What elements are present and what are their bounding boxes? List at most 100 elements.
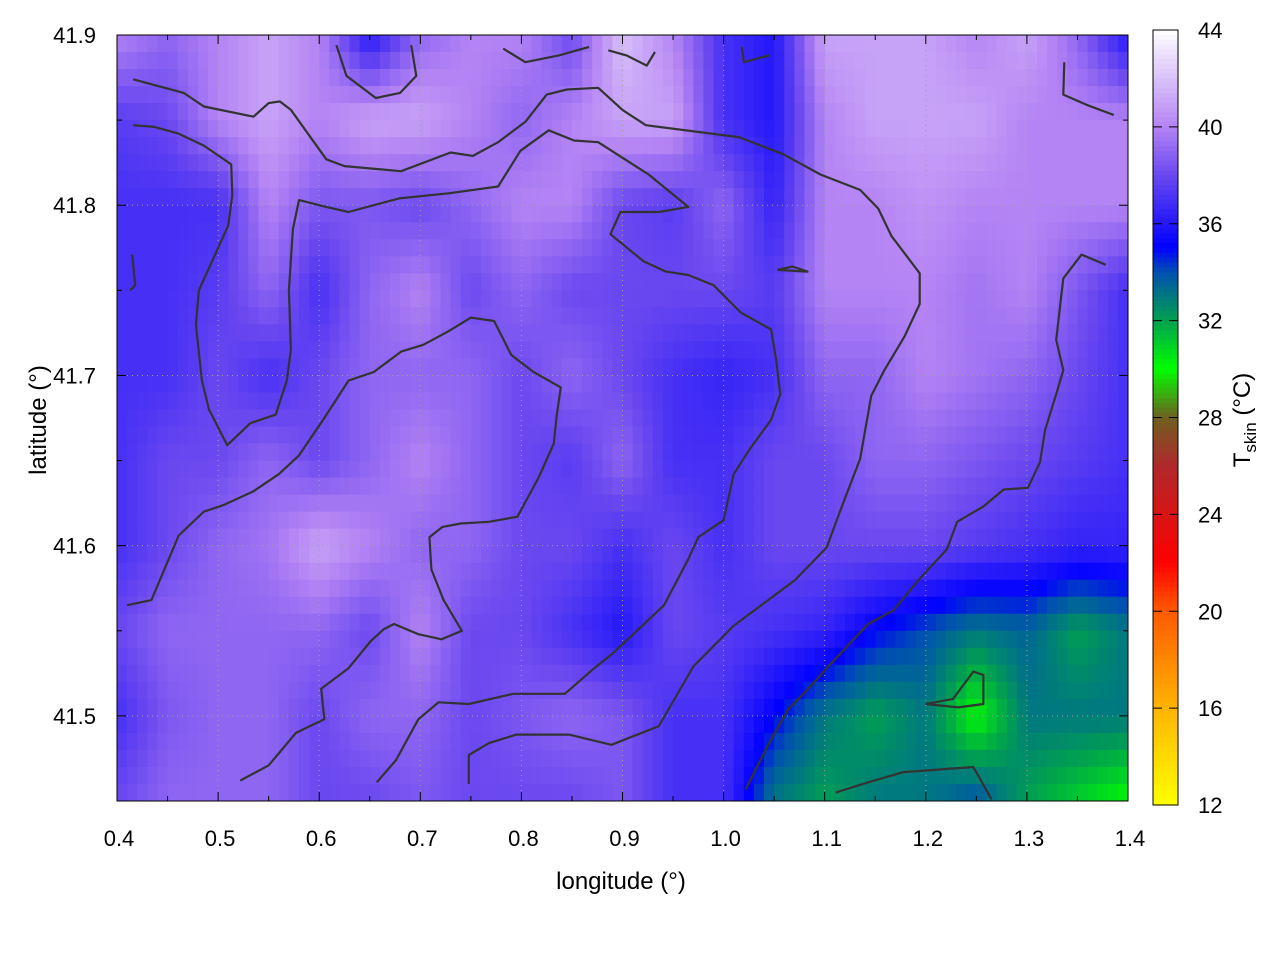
heatmap-cell	[238, 511, 249, 530]
heatmap-cell	[379, 103, 391, 121]
heatmap-cell	[662, 596, 674, 615]
heatmap-cell	[814, 341, 826, 359]
heatmap-cell	[743, 613, 755, 632]
heatmap-cell	[946, 732, 957, 751]
heatmap-cell	[612, 784, 624, 801]
heatmap-cell	[127, 120, 138, 138]
heatmap-cell	[1077, 494, 1089, 513]
heatmap-cell	[228, 341, 239, 359]
heatmap-cell	[1026, 222, 1038, 240]
heatmap-cell	[824, 443, 836, 462]
heatmap-cell	[804, 477, 816, 496]
heatmap-cell	[905, 732, 917, 751]
heatmap-cell	[501, 579, 512, 598]
heatmap-cell	[339, 562, 351, 581]
heatmap-cell	[1006, 749, 1018, 768]
heatmap-cell	[420, 188, 431, 206]
heatmap-cell	[986, 545, 998, 564]
heatmap-cell	[1117, 256, 1128, 274]
heatmap-cell	[774, 545, 785, 564]
heatmap-cell	[258, 528, 270, 547]
heatmap-cell	[834, 562, 846, 581]
heatmap-cell	[723, 188, 735, 206]
heatmap-cell	[309, 596, 320, 615]
heatmap-cell	[753, 375, 765, 393]
heatmap-cell	[1057, 784, 1068, 801]
heatmap-cell	[1117, 341, 1128, 359]
heatmap-cell	[551, 596, 563, 615]
heatmap-cell	[784, 426, 795, 445]
heatmap-cell	[935, 120, 947, 138]
heatmap-cell	[915, 528, 927, 547]
heatmap-cell	[1026, 375, 1038, 393]
heatmap-cell	[177, 137, 189, 155]
heatmap-cell	[986, 579, 998, 598]
heatmap-cell	[895, 443, 907, 462]
heatmap-cell	[197, 630, 209, 649]
heatmap-cell	[764, 35, 775, 53]
heatmap-cell	[804, 341, 816, 359]
heatmap-cell	[1107, 477, 1119, 496]
heatmap-cell	[258, 341, 270, 359]
heatmap-cell	[208, 596, 219, 615]
heatmap-cell	[662, 137, 674, 155]
heatmap-cell	[976, 443, 988, 462]
colorbar-segment	[1153, 218, 1178, 225]
colorbar-segment	[1153, 83, 1178, 89]
heatmap-cell	[481, 409, 492, 428]
heatmap-cell	[986, 681, 998, 700]
heatmap-cell	[733, 596, 745, 615]
heatmap-cell	[258, 358, 270, 376]
heatmap-cell	[521, 494, 533, 513]
heatmap-cell	[349, 630, 361, 649]
heatmap-cell	[258, 698, 270, 717]
heatmap-cell	[238, 171, 249, 189]
heatmap-cell	[996, 52, 1008, 70]
heatmap-cell	[1097, 392, 1109, 411]
heatmap-cell	[147, 698, 158, 717]
heatmap-cell	[925, 732, 937, 751]
heatmap-cell	[137, 681, 148, 700]
heatmap-cell	[582, 596, 593, 615]
heatmap-cell	[481, 630, 492, 649]
heatmap-cell	[1067, 358, 1078, 376]
heatmap-cell	[1107, 409, 1119, 428]
heatmap-cell	[1026, 52, 1038, 70]
heatmap-cell	[1107, 137, 1119, 155]
heatmap-cell	[551, 664, 563, 683]
heatmap-cell	[147, 477, 158, 496]
heatmap-cell	[1117, 613, 1128, 632]
heatmap-cell	[359, 460, 371, 479]
heatmap-cell	[501, 443, 512, 462]
heatmap-cell	[541, 647, 553, 666]
heatmap-cell	[309, 52, 320, 70]
heatmap-cell	[1087, 307, 1099, 325]
heatmap-cell	[622, 341, 634, 359]
heatmap-cell	[713, 460, 725, 479]
heatmap-cell	[177, 715, 189, 734]
heatmap-cell	[1097, 171, 1109, 189]
heatmap-cell	[673, 579, 684, 598]
heatmap-cell	[784, 290, 795, 308]
heatmap-cell	[187, 239, 199, 257]
heatmap-cell	[430, 630, 442, 649]
heatmap-cell	[400, 698, 411, 717]
heatmap-cell	[218, 341, 229, 359]
heatmap-cell	[1037, 375, 1048, 393]
heatmap-cell	[481, 562, 492, 581]
heatmap-cell	[278, 528, 290, 547]
heatmap-cell	[400, 205, 411, 223]
heatmap-cell	[642, 137, 654, 155]
heatmap-cell	[834, 358, 846, 376]
heatmap-cell	[339, 579, 351, 598]
heatmap-cell	[491, 222, 502, 240]
heatmap-cell	[288, 494, 300, 513]
colorbar-segment	[1153, 683, 1178, 690]
heatmap-cell	[1067, 375, 1078, 393]
heatmap-cell	[390, 528, 401, 547]
heatmap-cell	[642, 409, 654, 428]
heatmap-cell	[561, 715, 573, 734]
heatmap-cell	[572, 239, 583, 257]
heatmap-cell	[865, 426, 876, 445]
heatmap-cell	[784, 562, 795, 581]
